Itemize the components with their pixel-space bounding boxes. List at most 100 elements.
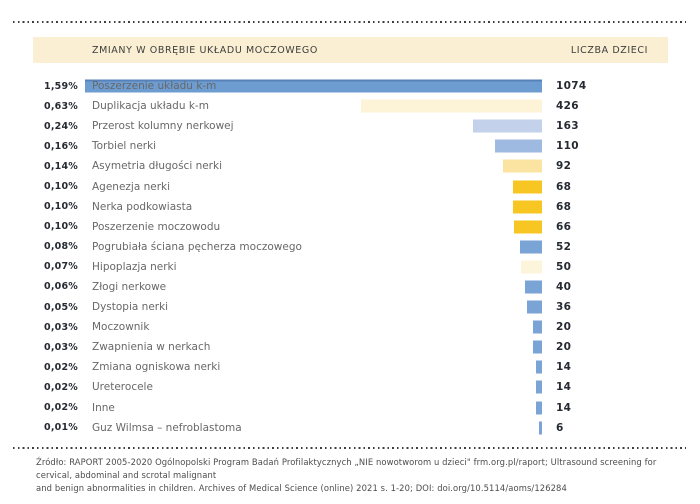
row-percent: 0,63%	[44, 100, 78, 112]
chart-row: 0,03% Moczownik 20	[0, 317, 700, 337]
value-bar	[536, 401, 542, 415]
row-child-count: 1074	[556, 80, 587, 93]
value-bar	[527, 300, 542, 314]
chart-row: 0,10% Poszerzenie moczowodu 66	[0, 217, 700, 237]
value-bar	[473, 119, 542, 133]
row-bar-zone: Ureterocele	[85, 377, 542, 397]
changes-column-header: ZMIANY W OBRĘBIE UKŁADU MOCZOWEGO	[92, 44, 318, 56]
row-percent: 0,16%	[44, 140, 78, 152]
row-bar-zone: Duplikacja układu k-m	[85, 96, 542, 116]
row-bar-zone: Przerost kolumny nerkowej	[85, 116, 542, 136]
value-bar	[514, 220, 542, 234]
row-child-count: 14	[556, 401, 572, 414]
chart-row: 0,63% Duplikacja układu k-m 426	[0, 96, 700, 116]
chart-row: 1,59% Poszerzenie układu k-m 1074	[0, 76, 700, 96]
source-footnote: Źródło: RAPORT 2005-2020 Ogólnopolski Pr…	[36, 456, 668, 494]
row-category-label: Zmiana ogniskowa nerki	[92, 361, 221, 374]
row-category-label: Guz Wilmsa – nefroblastoma	[92, 421, 242, 434]
row-bar-zone: Poszerzenie układu k-m	[85, 76, 542, 96]
row-bar-zone: Agenezja nerki	[85, 176, 542, 196]
row-child-count: 68	[556, 200, 572, 213]
row-child-count: 14	[556, 361, 572, 374]
row-child-count: 68	[556, 180, 572, 193]
bottom-dotted-divider	[13, 447, 686, 449]
row-bar-zone: Zwapnienia w nerkach	[85, 337, 542, 357]
row-bar-zone: Hipoplazja nerki	[85, 257, 542, 277]
value-bar	[533, 320, 542, 334]
row-category-label: Poszerzenie moczowodu	[92, 220, 221, 233]
row-child-count: 6	[556, 421, 564, 434]
source-line-2: and benign abnormalities in children. Ar…	[36, 482, 567, 493]
value-bar	[525, 280, 542, 294]
chart-row: 0,10% Agenezja nerki 68	[0, 176, 700, 196]
row-child-count: 36	[556, 301, 572, 314]
chart-row: 0,03% Zwapnienia w nerkach 20	[0, 337, 700, 357]
row-category-label: Hipoplazja nerki	[92, 260, 177, 273]
row-percent: 0,03%	[44, 341, 78, 353]
row-category-label: Inne	[92, 401, 115, 414]
row-percent: 0,14%	[44, 160, 78, 172]
value-bar	[536, 380, 542, 394]
row-child-count: 20	[556, 321, 572, 334]
chart-row: 0,05% Dystopia nerki 36	[0, 297, 700, 317]
row-bar-zone: Inne	[85, 398, 542, 418]
row-child-count: 110	[556, 140, 579, 153]
row-category-label: Torbiel nerki	[92, 140, 157, 153]
chart-row: 0,06% Złogi nerkowe 40	[0, 277, 700, 297]
top-dotted-divider	[13, 21, 686, 23]
row-child-count: 92	[556, 160, 572, 173]
value-bar	[85, 79, 542, 93]
row-child-count: 52	[556, 240, 572, 253]
row-category-label: Dystopia nerki	[92, 301, 169, 314]
row-child-count: 426	[556, 100, 579, 113]
row-category-label: Moczownik	[92, 321, 150, 334]
value-bar	[520, 240, 542, 254]
row-bar-zone: Zmiana ogniskowa nerki	[85, 357, 542, 377]
row-bar-zone: Asymetria długości nerki	[85, 156, 542, 176]
row-percent: 1,59%	[44, 80, 78, 92]
row-percent: 0,02%	[44, 381, 78, 393]
value-bar	[513, 200, 542, 214]
row-child-count: 66	[556, 220, 572, 233]
row-child-count: 20	[556, 341, 572, 354]
row-category-label: Duplikacja układu k-m	[92, 100, 209, 113]
row-child-count: 163	[556, 120, 579, 133]
chart-row: 0,07% Hipoplazja nerki 50	[0, 257, 700, 277]
chart-row: 0,01% Guz Wilmsa – nefroblastoma 6	[0, 418, 700, 438]
row-percent: 0,07%	[44, 261, 78, 273]
row-child-count: 14	[556, 381, 572, 394]
chart-rows: 1,59% Poszerzenie układu k-m 1074 0,63% Dupl…	[0, 76, 700, 438]
chart-row: 0,14% Asymetria długości nerki 92	[0, 156, 700, 176]
count-column-header: LICZBA DZIECI	[570, 44, 648, 56]
row-percent: 0,10%	[44, 221, 78, 233]
row-percent: 0,06%	[44, 281, 78, 293]
row-category-label: Agenezja nerki	[92, 180, 171, 193]
row-bar-zone: Złogi nerkowe	[85, 277, 542, 297]
row-category-label: Ureterocele	[92, 381, 153, 394]
value-bar	[513, 180, 542, 194]
chart-header-band: ZMIANY W OBRĘBIE UKŁADU MOCZOWEGO LICZBA…	[33, 37, 668, 63]
row-bar-zone: Guz Wilmsa – nefroblastoma	[85, 418, 542, 438]
row-category-label: Przerost kolumny nerkowej	[92, 120, 234, 133]
row-bar-zone: Moczownik	[85, 317, 542, 337]
row-bar-zone: Pogrubiała ściana pęcherza moczowego	[85, 237, 542, 257]
chart-row: 0,02% Inne 14	[0, 398, 700, 418]
chart-row: 0,24% Przerost kolumny nerkowej 163	[0, 116, 700, 136]
row-category-label: Pogrubiała ściana pęcherza moczowego	[92, 240, 302, 253]
row-bar-zone: Dystopia nerki	[85, 297, 542, 317]
source-line-1: Źródło: RAPORT 2005-2020 Ogólnopolski Pr…	[36, 457, 657, 480]
row-child-count: 50	[556, 260, 572, 273]
row-percent: 0,02%	[44, 361, 78, 373]
row-percent: 0,01%	[44, 422, 78, 434]
value-bar	[503, 159, 542, 173]
value-bar	[539, 421, 542, 435]
row-percent: 0,03%	[44, 321, 78, 333]
row-category-label: Poszerzenie układu k-m	[92, 80, 217, 93]
row-percent: 0,10%	[44, 181, 78, 193]
chart-row: 0,02% Ureterocele 14	[0, 377, 700, 397]
chart-row: 0,08% Pogrubiała ściana pęcherza moczoweg…	[0, 237, 700, 257]
chart-row: 0,02% Zmiana ogniskowa nerki 14	[0, 357, 700, 377]
row-percent: 0,02%	[44, 402, 78, 414]
row-category-label: Nerka podkowiasta	[92, 200, 193, 213]
